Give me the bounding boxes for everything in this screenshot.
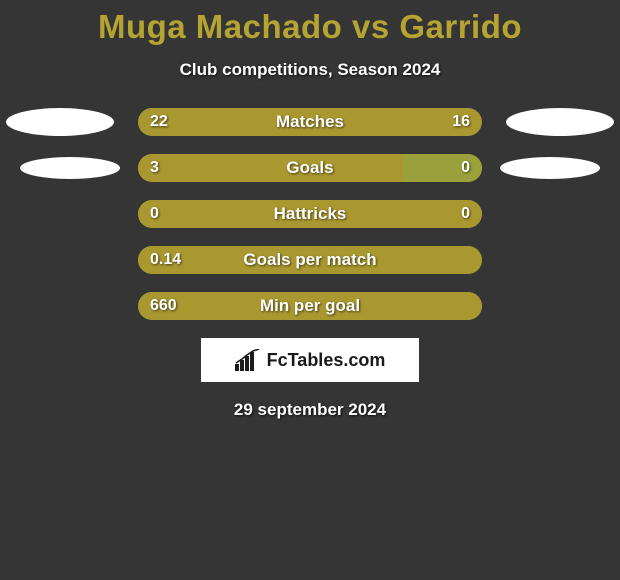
snapshot-date: 29 september 2024: [0, 400, 620, 420]
stat-label: Hattricks: [274, 204, 347, 224]
stat-bar-right-fill: [403, 154, 482, 182]
stat-label: Min per goal: [260, 296, 360, 316]
stat-label: Goals per match: [243, 250, 376, 270]
stat-bar: 660 Min per goal: [138, 292, 482, 320]
stat-bar: 0 0 Hattricks: [138, 200, 482, 228]
stat-value-left: 22: [150, 113, 168, 131]
stat-label: Matches: [276, 112, 344, 132]
stat-row: 660 Min per goal: [0, 292, 620, 320]
stats-chart: 22 16 Matches 3 0 Goals 0 0 Hattricks 0.14 Goals p…: [0, 108, 620, 320]
player-left-marker: [6, 108, 114, 136]
source-logo: FcTables.com: [201, 338, 419, 382]
stat-bar: 0.14 Goals per match: [138, 246, 482, 274]
source-logo-text: FcTables.com: [267, 350, 386, 371]
player-right-marker: [506, 108, 614, 136]
stat-value-left: 3: [150, 159, 159, 177]
player-right-marker: [500, 157, 600, 179]
stat-bar: 3 0 Goals: [138, 154, 482, 182]
comparison-subtitle: Club competitions, Season 2024: [0, 60, 620, 80]
stat-value-left: 0: [150, 205, 159, 223]
stat-value-right: 0: [461, 205, 470, 223]
stat-row: 3 0 Goals: [0, 154, 620, 182]
player-left-marker: [20, 157, 120, 179]
stat-value-right: 16: [452, 113, 470, 131]
stat-value-left: 0.14: [150, 251, 181, 269]
stat-row: 0 0 Hattricks: [0, 200, 620, 228]
stat-row: 0.14 Goals per match: [0, 246, 620, 274]
stat-row: 22 16 Matches: [0, 108, 620, 136]
stat-bar: 22 16 Matches: [138, 108, 482, 136]
stat-value-left: 660: [150, 297, 177, 315]
bar-chart-icon: [235, 349, 261, 371]
stat-value-right: 0: [461, 159, 470, 177]
stat-bar-left-fill: [138, 154, 403, 182]
stat-label: Goals: [286, 158, 333, 178]
comparison-title: Muga Machado vs Garrido: [0, 0, 620, 46]
